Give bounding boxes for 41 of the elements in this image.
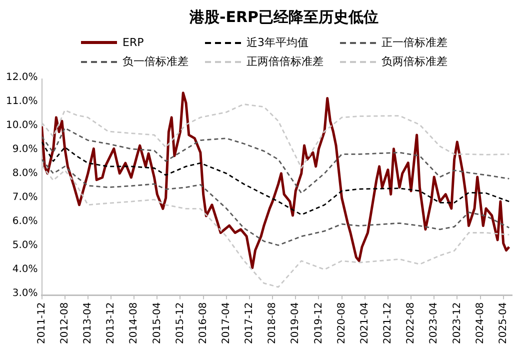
y-tick-label: 11.0% <box>6 96 38 108</box>
x-tick-label: 2015-04 <box>152 302 163 344</box>
x-tick-label: 2024-08 <box>474 302 486 344</box>
legend-label: 负一倍标准差 <box>122 54 188 69</box>
y-tick-label: 8.0% <box>12 168 38 180</box>
x-tick-label: 2011-12 <box>36 302 48 344</box>
y-tick-label: 9.0% <box>12 144 38 156</box>
x-tick-label: 2013-04 <box>82 302 94 344</box>
y-tick-label: 10.0% <box>6 120 38 132</box>
x-tick-label: 2023-12 <box>452 302 463 344</box>
legend-label: 负两倍标准差 <box>382 54 448 69</box>
chart-title: 港股-ERP已经降至历史低位 <box>188 8 380 27</box>
y-tick-label: 4.0% <box>12 264 38 276</box>
x-tick-label: 2025-04 <box>498 302 509 344</box>
y-tick-label: 7.0% <box>12 192 38 204</box>
y-tick-label: 3.0% <box>12 288 38 300</box>
x-tick-label: 2017-12 <box>244 302 256 344</box>
y-tick-label: 12.0% <box>6 72 38 83</box>
line-series <box>42 158 510 246</box>
line-series <box>42 141 510 216</box>
legend-label: ERP <box>122 36 144 49</box>
x-tick-label: 2015-12 <box>174 302 186 344</box>
x-tick-label: 2013-12 <box>106 302 117 344</box>
x-tick-label: 2014-08 <box>128 302 140 344</box>
y-tick-label: 5.0% <box>12 240 38 252</box>
x-tick-label: 2019-04 <box>290 302 302 344</box>
x-tick-label: 2021-12 <box>382 302 394 344</box>
y-tick-label: 6.0% <box>12 216 38 228</box>
legend-label: 近3年平均值 <box>246 35 308 50</box>
legend-label: 正一倍标准差 <box>382 35 448 50</box>
x-tick-label: 2012-08 <box>59 302 70 344</box>
x-tick-label: 2018-08 <box>267 302 278 344</box>
x-tick-label: 2021-04 <box>359 302 370 344</box>
x-tick-label: 2020-08 <box>336 302 348 344</box>
line-series <box>42 127 510 194</box>
x-tick-label: 2022-08 <box>406 302 417 344</box>
legend-label: 正两倍倍标准差 <box>246 54 324 69</box>
x-tick-label: 2023-04 <box>428 302 440 344</box>
x-tick-label: 2016-08 <box>198 302 209 344</box>
x-tick-label: 2017-04 <box>220 302 232 344</box>
x-tick-label: 2019-12 <box>313 302 324 344</box>
